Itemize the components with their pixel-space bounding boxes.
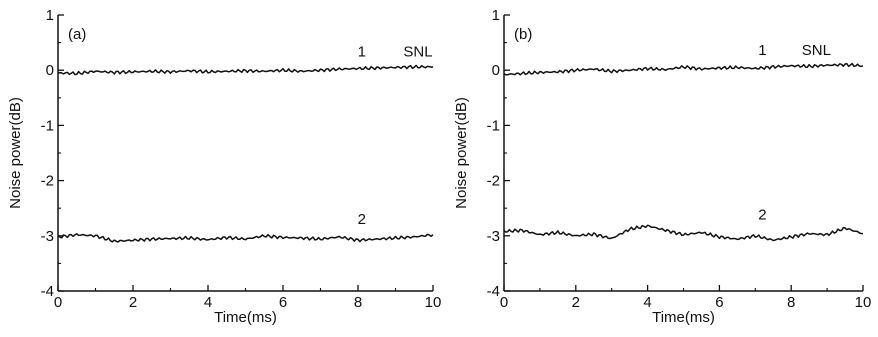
panel-label: (a) xyxy=(68,26,86,43)
y-tick-label: -2 xyxy=(41,173,54,190)
x-tick-label: 2 xyxy=(129,294,137,311)
series-line-1 xyxy=(57,64,434,76)
y-tick-label: -4 xyxy=(487,283,500,300)
y-tick-label: 0 xyxy=(492,62,500,79)
x-tick-label: 2 xyxy=(572,294,580,311)
series-label: 1 xyxy=(358,43,366,60)
y-tick-label: 1 xyxy=(492,7,500,24)
x-tick-label: 8 xyxy=(787,294,795,311)
series-annotation: SNL xyxy=(802,42,831,59)
y-axis-title: Noise power(dB) xyxy=(7,97,24,209)
panel-label: (b) xyxy=(514,26,532,43)
y-tick-label: -2 xyxy=(487,173,500,190)
x-axis-title: Time(ms) xyxy=(652,309,715,326)
y-tick-label: 1 xyxy=(46,7,54,24)
chart-panel-b xyxy=(503,14,864,292)
series-annotation: SNL xyxy=(403,43,432,60)
x-tick-label: 0 xyxy=(54,294,62,311)
x-tick-label: 10 xyxy=(855,294,872,311)
series-label: 1 xyxy=(758,42,766,59)
x-axis-title: Time(ms) xyxy=(214,309,277,326)
x-tick-label: 8 xyxy=(354,294,362,311)
y-tick-label: 0 xyxy=(46,62,54,79)
y-tick-label: -1 xyxy=(487,117,500,134)
chart-panel-a xyxy=(57,14,434,292)
x-tick-label: 4 xyxy=(643,294,651,311)
y-tick-label: -1 xyxy=(41,117,54,134)
x-tick-label: 6 xyxy=(715,294,723,311)
x-tick-label: 10 xyxy=(425,294,442,311)
y-axis-title: Noise power(dB) xyxy=(453,97,470,209)
x-tick-label: 6 xyxy=(279,294,287,311)
x-tick-label: 0 xyxy=(500,294,508,311)
series-line-2 xyxy=(503,224,864,242)
series-label: 2 xyxy=(358,211,366,228)
y-tick-label: -3 xyxy=(41,228,54,245)
series-label: 2 xyxy=(758,207,766,224)
x-tick-label: 4 xyxy=(204,294,212,311)
series-line-2 xyxy=(57,233,434,243)
y-tick-label: -4 xyxy=(41,283,54,300)
series-line-1 xyxy=(503,62,864,76)
y-tick-label: -3 xyxy=(487,228,500,245)
